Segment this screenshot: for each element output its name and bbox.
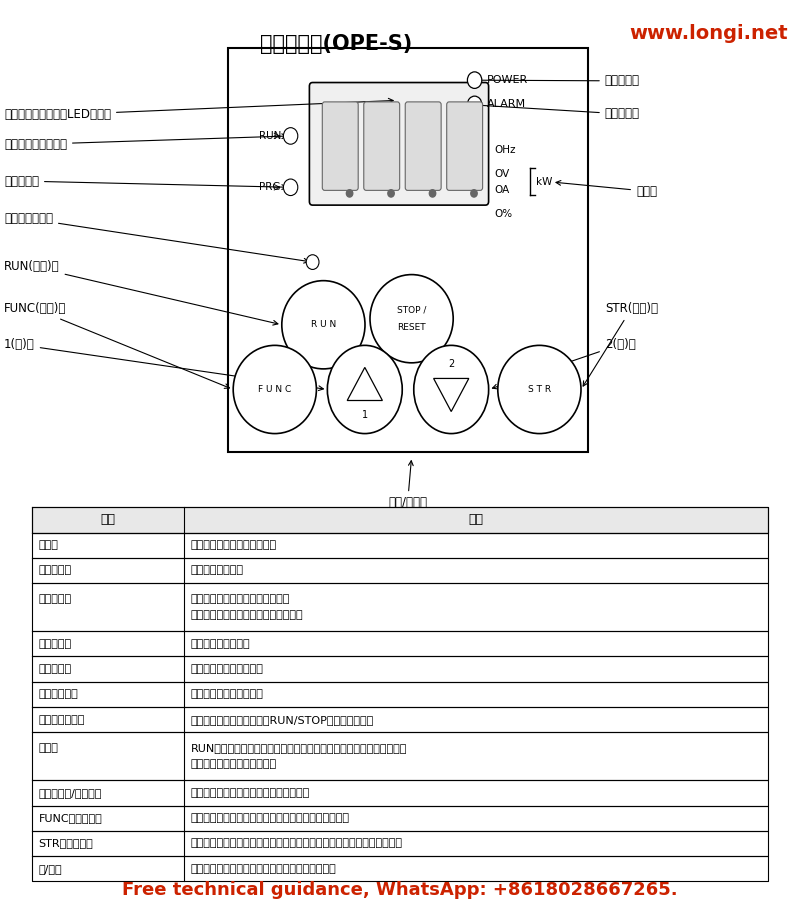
- Text: 指示灯显示显示器的状态: 指示灯显示显示器的状态: [190, 689, 263, 699]
- Text: O%: O%: [494, 210, 513, 220]
- Bar: [32, 507, 768, 532]
- Circle shape: [306, 255, 319, 269]
- Circle shape: [467, 72, 482, 88]
- Text: 显示器（四个数字的LED显示）: 显示器（四个数字的LED显示）: [4, 98, 393, 121]
- Text: STR（存储）键: STR（存储）键: [38, 838, 93, 848]
- Text: 停止（停止/复位）键: 停止（停止/复位）键: [38, 788, 102, 798]
- Text: 数字操作器(OPE-S): 数字操作器(OPE-S): [260, 34, 412, 54]
- Text: 运行指示灯: 运行指示灯: [38, 565, 71, 575]
- Text: 指示灯闪烁表示警报。（设置值有误）: 指示灯闪烁表示警报。（设置值有误）: [190, 610, 303, 620]
- FancyBboxPatch shape: [310, 83, 489, 205]
- FancyBboxPatch shape: [406, 102, 441, 190]
- Text: 增/减键: 增/减键: [38, 864, 62, 874]
- Text: 功能指示灯: 功能指示灯: [4, 175, 286, 189]
- Text: 名称: 名称: [101, 514, 115, 527]
- Text: F U N C: F U N C: [258, 385, 291, 394]
- Bar: [228, 48, 588, 452]
- Text: 电源指示灯: 电源指示灯: [469, 74, 640, 87]
- FancyBboxPatch shape: [364, 102, 400, 190]
- Text: （确保操作指令显示灯为亮）: （确保操作指令显示灯为亮）: [190, 759, 277, 769]
- Text: kW: kW: [536, 177, 552, 187]
- Text: 功能指示灯: 功能指示灯: [38, 594, 71, 604]
- FancyBboxPatch shape: [322, 102, 358, 190]
- Text: www.longi.net: www.longi.net: [630, 24, 788, 43]
- Text: R U N: R U N: [310, 321, 336, 329]
- Text: S T R: S T R: [528, 385, 551, 394]
- Text: 警报指示灯: 警报指示灯: [38, 664, 71, 674]
- Text: 此键用以存储设定数据。（要改变设定值必须按此键，否则数据会丢失。: 此键用以存储设定数据。（要改变设定值必须按此键，否则数据会丢失。: [190, 838, 402, 848]
- Ellipse shape: [498, 346, 581, 434]
- Text: HITACHI: HITACHI: [326, 91, 396, 106]
- Text: RUN指令起动电机。但此指令只有当操作指令是来自操作器时才有效。: RUN指令起动电机。但此指令只有当操作指令是来自操作器时才有效。: [190, 743, 406, 754]
- Text: 变频器运行时灯亮: 变频器运行时灯亮: [190, 565, 243, 575]
- Text: STR(存储)键: STR(存储)键: [583, 302, 658, 386]
- Circle shape: [388, 189, 394, 197]
- Circle shape: [346, 189, 353, 197]
- Text: ALARM: ALARM: [486, 99, 526, 109]
- Ellipse shape: [234, 346, 316, 434]
- Text: 电源指示灯: 电源指示灯: [38, 639, 71, 649]
- Circle shape: [467, 96, 482, 113]
- Text: 停止/复位键: 停止/复位键: [388, 460, 427, 509]
- Circle shape: [430, 189, 436, 197]
- Text: 运行指示灯（运行）: 运行指示灯（运行）: [4, 134, 286, 151]
- Ellipse shape: [370, 275, 454, 363]
- Text: 2(减)键: 2(减)键: [493, 338, 635, 389]
- Text: 显示频率，输出电流和设定值: 显示频率，输出电流和设定值: [190, 540, 277, 550]
- Text: FUNC(功能)键: FUNC(功能)键: [4, 302, 230, 389]
- Text: 2: 2: [448, 358, 454, 369]
- Text: OHz: OHz: [494, 144, 516, 154]
- Ellipse shape: [282, 280, 365, 369]
- Text: 当操作器设置了运行指令（RUN/STOP）时，指示灯亮: 当操作器设置了运行指令（RUN/STOP）时，指示灯亮: [190, 715, 374, 724]
- Circle shape: [283, 179, 298, 196]
- Text: 显示器指示灯: 显示器指示灯: [38, 689, 78, 699]
- Text: 显示灯: 显示灯: [556, 180, 657, 198]
- Text: 运行指令指示灯: 运行指令指示灯: [38, 715, 85, 724]
- Text: RESET: RESET: [398, 323, 426, 333]
- Text: 此键用以设定监示模式、基本设定模式、扩展功能模式: 此键用以设定监示模式、基本设定模式、扩展功能模式: [190, 813, 350, 823]
- Text: 此键用以使电机停止、或使某警报复位。: 此键用以使电机停止、或使某警报复位。: [190, 788, 310, 798]
- Text: PRG: PRG: [258, 182, 280, 192]
- Text: 控制电路电源指示灯: 控制电路电源指示灯: [190, 639, 250, 649]
- Text: 1(增)键: 1(增)键: [4, 338, 323, 391]
- Text: RUN(运行)键: RUN(运行)键: [4, 260, 278, 325]
- Text: FUNC（功能）键: FUNC（功能）键: [38, 813, 102, 823]
- Text: OA: OA: [494, 185, 510, 195]
- Polygon shape: [347, 368, 382, 401]
- Text: 警报指示灯: 警报指示灯: [469, 103, 640, 120]
- Text: Free technical guidance, WhatsApp: +8618028667265.: Free technical guidance, WhatsApp: +8618…: [122, 880, 678, 899]
- Text: 操作指令显示灯: 操作指令显示灯: [4, 212, 309, 263]
- Text: RUN: RUN: [258, 130, 281, 141]
- Text: OV: OV: [494, 169, 510, 179]
- Text: 显示器: 显示器: [38, 540, 58, 550]
- Ellipse shape: [327, 346, 402, 434]
- Text: 变频器跳闸时，指示灯亮: 变频器跳闸时，指示灯亮: [190, 664, 263, 674]
- FancyBboxPatch shape: [446, 102, 482, 190]
- Circle shape: [283, 128, 298, 144]
- Text: STOP /: STOP /: [397, 305, 426, 314]
- Text: 显示器显示某功能设定值时，灯亮: 显示器显示某功能设定值时，灯亮: [190, 594, 290, 604]
- Text: 此键用以改变扩展功能模式、功能模式及设定值。: 此键用以改变扩展功能模式、功能模式及设定值。: [190, 864, 336, 874]
- Text: 运行键: 运行键: [38, 743, 58, 754]
- Ellipse shape: [414, 346, 489, 434]
- Text: POWER: POWER: [486, 75, 528, 85]
- Text: 1: 1: [362, 410, 368, 420]
- Text: 说明: 说明: [469, 514, 483, 527]
- Polygon shape: [434, 379, 469, 412]
- Circle shape: [470, 189, 477, 197]
